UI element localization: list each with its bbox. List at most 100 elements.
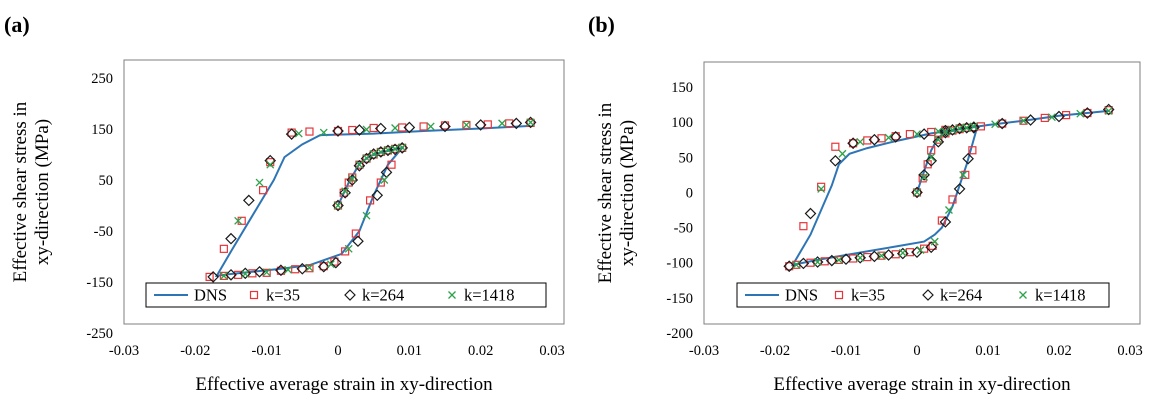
data-point bbox=[369, 123, 378, 133]
series-k264 bbox=[783, 103, 1115, 273]
data-point bbox=[366, 196, 375, 205]
data-point bbox=[948, 125, 957, 134]
data-point bbox=[932, 135, 945, 148]
data-point bbox=[884, 133, 893, 142]
data-point bbox=[510, 117, 523, 130]
data-point bbox=[242, 194, 255, 207]
data-point bbox=[840, 253, 852, 266]
data-point bbox=[834, 255, 843, 264]
data-point bbox=[526, 118, 535, 127]
data-point bbox=[330, 256, 342, 269]
data-point bbox=[403, 121, 416, 134]
legend-item: DNS bbox=[154, 286, 227, 305]
y-tick-label: 250 bbox=[91, 71, 113, 87]
data-point bbox=[829, 154, 842, 167]
data-point bbox=[946, 124, 959, 136]
data-point bbox=[811, 256, 824, 268]
series-k264 bbox=[207, 116, 537, 283]
data-point bbox=[398, 123, 407, 132]
data-point bbox=[339, 186, 351, 199]
legend-label: DNS bbox=[194, 286, 227, 305]
x-tick-label: 0.02 bbox=[468, 343, 493, 359]
data-point bbox=[877, 251, 886, 260]
data-point bbox=[225, 269, 237, 281]
plot-frame bbox=[703, 61, 1141, 325]
data-point bbox=[462, 120, 471, 129]
data-point bbox=[255, 178, 264, 187]
y-tick-label: -50 bbox=[94, 224, 113, 240]
x-tick-label: -0.01 bbox=[831, 343, 861, 359]
data-point bbox=[498, 119, 507, 128]
x-tick-label: -0.03 bbox=[689, 343, 719, 359]
data-point bbox=[934, 135, 943, 144]
legend-label: DNS bbox=[785, 286, 818, 305]
data-point bbox=[348, 173, 357, 182]
data-point bbox=[439, 120, 451, 133]
data-point bbox=[911, 186, 923, 199]
data-point bbox=[804, 207, 817, 220]
data-point bbox=[219, 271, 228, 280]
data-point bbox=[462, 120, 471, 130]
legend-label: k=264 bbox=[940, 286, 982, 305]
x-tick-label: -0.03 bbox=[109, 343, 139, 359]
legend-item: k=264 bbox=[922, 286, 982, 305]
data-point bbox=[330, 257, 339, 266]
data-point bbox=[813, 258, 822, 266]
series-dns bbox=[214, 124, 531, 278]
data-point bbox=[305, 264, 314, 273]
data-point bbox=[219, 244, 228, 253]
plot-frame bbox=[123, 59, 565, 325]
data-point bbox=[237, 216, 246, 225]
data-point bbox=[998, 119, 1007, 128]
x-tick-label: 0 bbox=[913, 343, 920, 359]
data-point bbox=[483, 120, 492, 129]
data-point bbox=[234, 216, 243, 225]
data-point bbox=[319, 128, 328, 137]
data-point bbox=[783, 260, 796, 273]
x-tick-label: 0.02 bbox=[1046, 343, 1071, 359]
chart-panel-b: (b) 150 100 50 0 -50 -100 -150 -200-0.03 -0.02 -0.… bbox=[588, 12, 1143, 395]
data-point bbox=[326, 260, 335, 269]
legend-swatch bbox=[1019, 291, 1027, 299]
data-point bbox=[848, 139, 858, 148]
data-point bbox=[792, 260, 801, 269]
data-point bbox=[341, 187, 350, 196]
data-point bbox=[991, 120, 1000, 129]
legend-item: k=264 bbox=[344, 286, 404, 305]
data-point bbox=[847, 137, 859, 150]
data-point bbox=[1104, 106, 1113, 115]
data-point bbox=[332, 199, 344, 212]
data-point bbox=[207, 271, 220, 283]
data-point bbox=[927, 153, 936, 162]
legend-box bbox=[145, 282, 547, 308]
data-point bbox=[389, 143, 401, 156]
data-point bbox=[944, 206, 953, 214]
data-point bbox=[296, 262, 309, 275]
legend-label: k=35 bbox=[266, 286, 300, 305]
data-point bbox=[905, 129, 915, 139]
legend-item: k=35 bbox=[834, 286, 885, 305]
y-tick-label: 150 bbox=[671, 80, 693, 96]
data-point bbox=[968, 146, 977, 155]
data-point bbox=[1053, 110, 1065, 123]
legend-swatch bbox=[834, 290, 844, 300]
data-point bbox=[920, 173, 929, 181]
y-tick-label: 50 bbox=[679, 150, 694, 166]
data-point bbox=[1024, 114, 1037, 126]
data-point bbox=[376, 147, 385, 156]
y-tick-label: -250 bbox=[86, 326, 113, 342]
data-point bbox=[1081, 107, 1094, 119]
legend-item: k=1418 bbox=[1019, 286, 1086, 305]
data-point bbox=[524, 116, 537, 129]
data-point bbox=[374, 146, 387, 158]
x-tick-label: 0.01 bbox=[397, 343, 422, 359]
legend-label: k=264 bbox=[362, 286, 404, 305]
data-point bbox=[856, 253, 865, 262]
data-point bbox=[344, 244, 353, 253]
x-tick-label: -0.02 bbox=[760, 343, 790, 359]
legend-swatch bbox=[249, 290, 259, 300]
data-point bbox=[355, 160, 364, 169]
data-point bbox=[426, 122, 435, 131]
legend-item: k=35 bbox=[249, 286, 300, 305]
data-point bbox=[831, 142, 840, 151]
